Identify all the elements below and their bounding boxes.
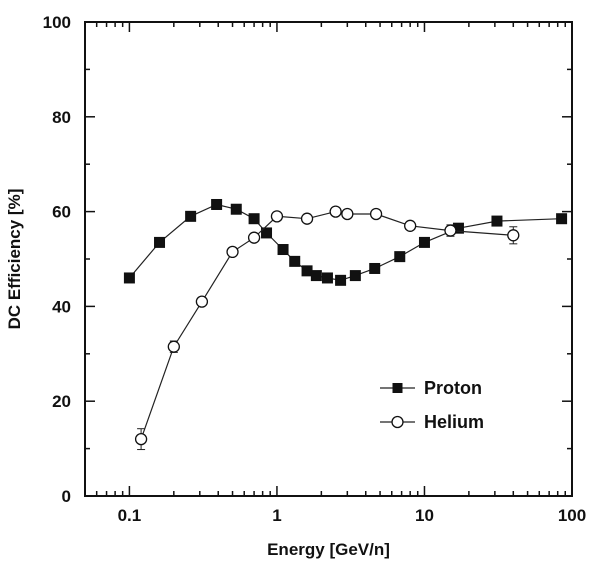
proton-point [154, 236, 166, 248]
proton-point [185, 210, 197, 222]
x-tick-label: 100 [558, 506, 586, 525]
series-layer [123, 198, 568, 451]
proton-point [230, 203, 242, 215]
helium-point [444, 224, 457, 237]
helium-point [404, 219, 417, 232]
legend: Proton Helium [380, 378, 484, 432]
proton-point [349, 270, 361, 282]
ticks-layer: 0.1 1 10 100 0 20 40 60 80 100 [43, 13, 587, 525]
proton-point [418, 236, 430, 248]
helium-point [369, 207, 383, 221]
x-tick-label: 10 [415, 506, 434, 525]
proton-point [211, 198, 223, 210]
helium-point [226, 245, 239, 259]
y-tick-label: 80 [52, 108, 71, 127]
y-axis-title: DC Efficiency [%] [5, 189, 24, 330]
helium-point [341, 207, 354, 221]
proton-point [248, 213, 260, 225]
y-tick-label: 60 [52, 203, 71, 222]
helium-point [270, 210, 284, 223]
proton-point [335, 274, 347, 286]
proton-point [277, 244, 289, 256]
proton-point [261, 227, 273, 239]
helium-point [329, 205, 342, 218]
proton-point [321, 272, 333, 284]
proton-point [310, 270, 322, 282]
x-tick-label: 1 [272, 506, 281, 525]
legend-marker-helium [391, 415, 404, 429]
helium-point [247, 231, 261, 244]
helium-point [195, 295, 209, 308]
x-tick-label: 0.1 [118, 506, 142, 525]
proton-point [491, 215, 503, 227]
proton-point [369, 262, 381, 274]
legend-label-helium: Helium [424, 412, 484, 432]
proton-point [556, 213, 568, 225]
helium-point [507, 229, 520, 242]
y-tick-label: 100 [43, 13, 71, 32]
proton-point [301, 265, 313, 277]
proton-point [123, 272, 135, 284]
proton-point [289, 255, 301, 267]
helium-point [134, 432, 148, 446]
helium-point [167, 340, 180, 353]
x-axis-title: Energy [GeV/n] [267, 540, 390, 559]
y-tick-label: 40 [52, 297, 71, 316]
y-tick-label: 20 [52, 392, 71, 411]
legend-marker-proton [392, 383, 403, 393]
axes-frame-layer [84, 21, 573, 497]
series-line-helium [140, 210, 514, 440]
y-tick-label: 0 [62, 487, 71, 506]
plot-frame [84, 21, 573, 497]
proton-point [394, 251, 406, 263]
legend-label-proton: Proton [424, 378, 482, 398]
helium-point [300, 212, 314, 225]
